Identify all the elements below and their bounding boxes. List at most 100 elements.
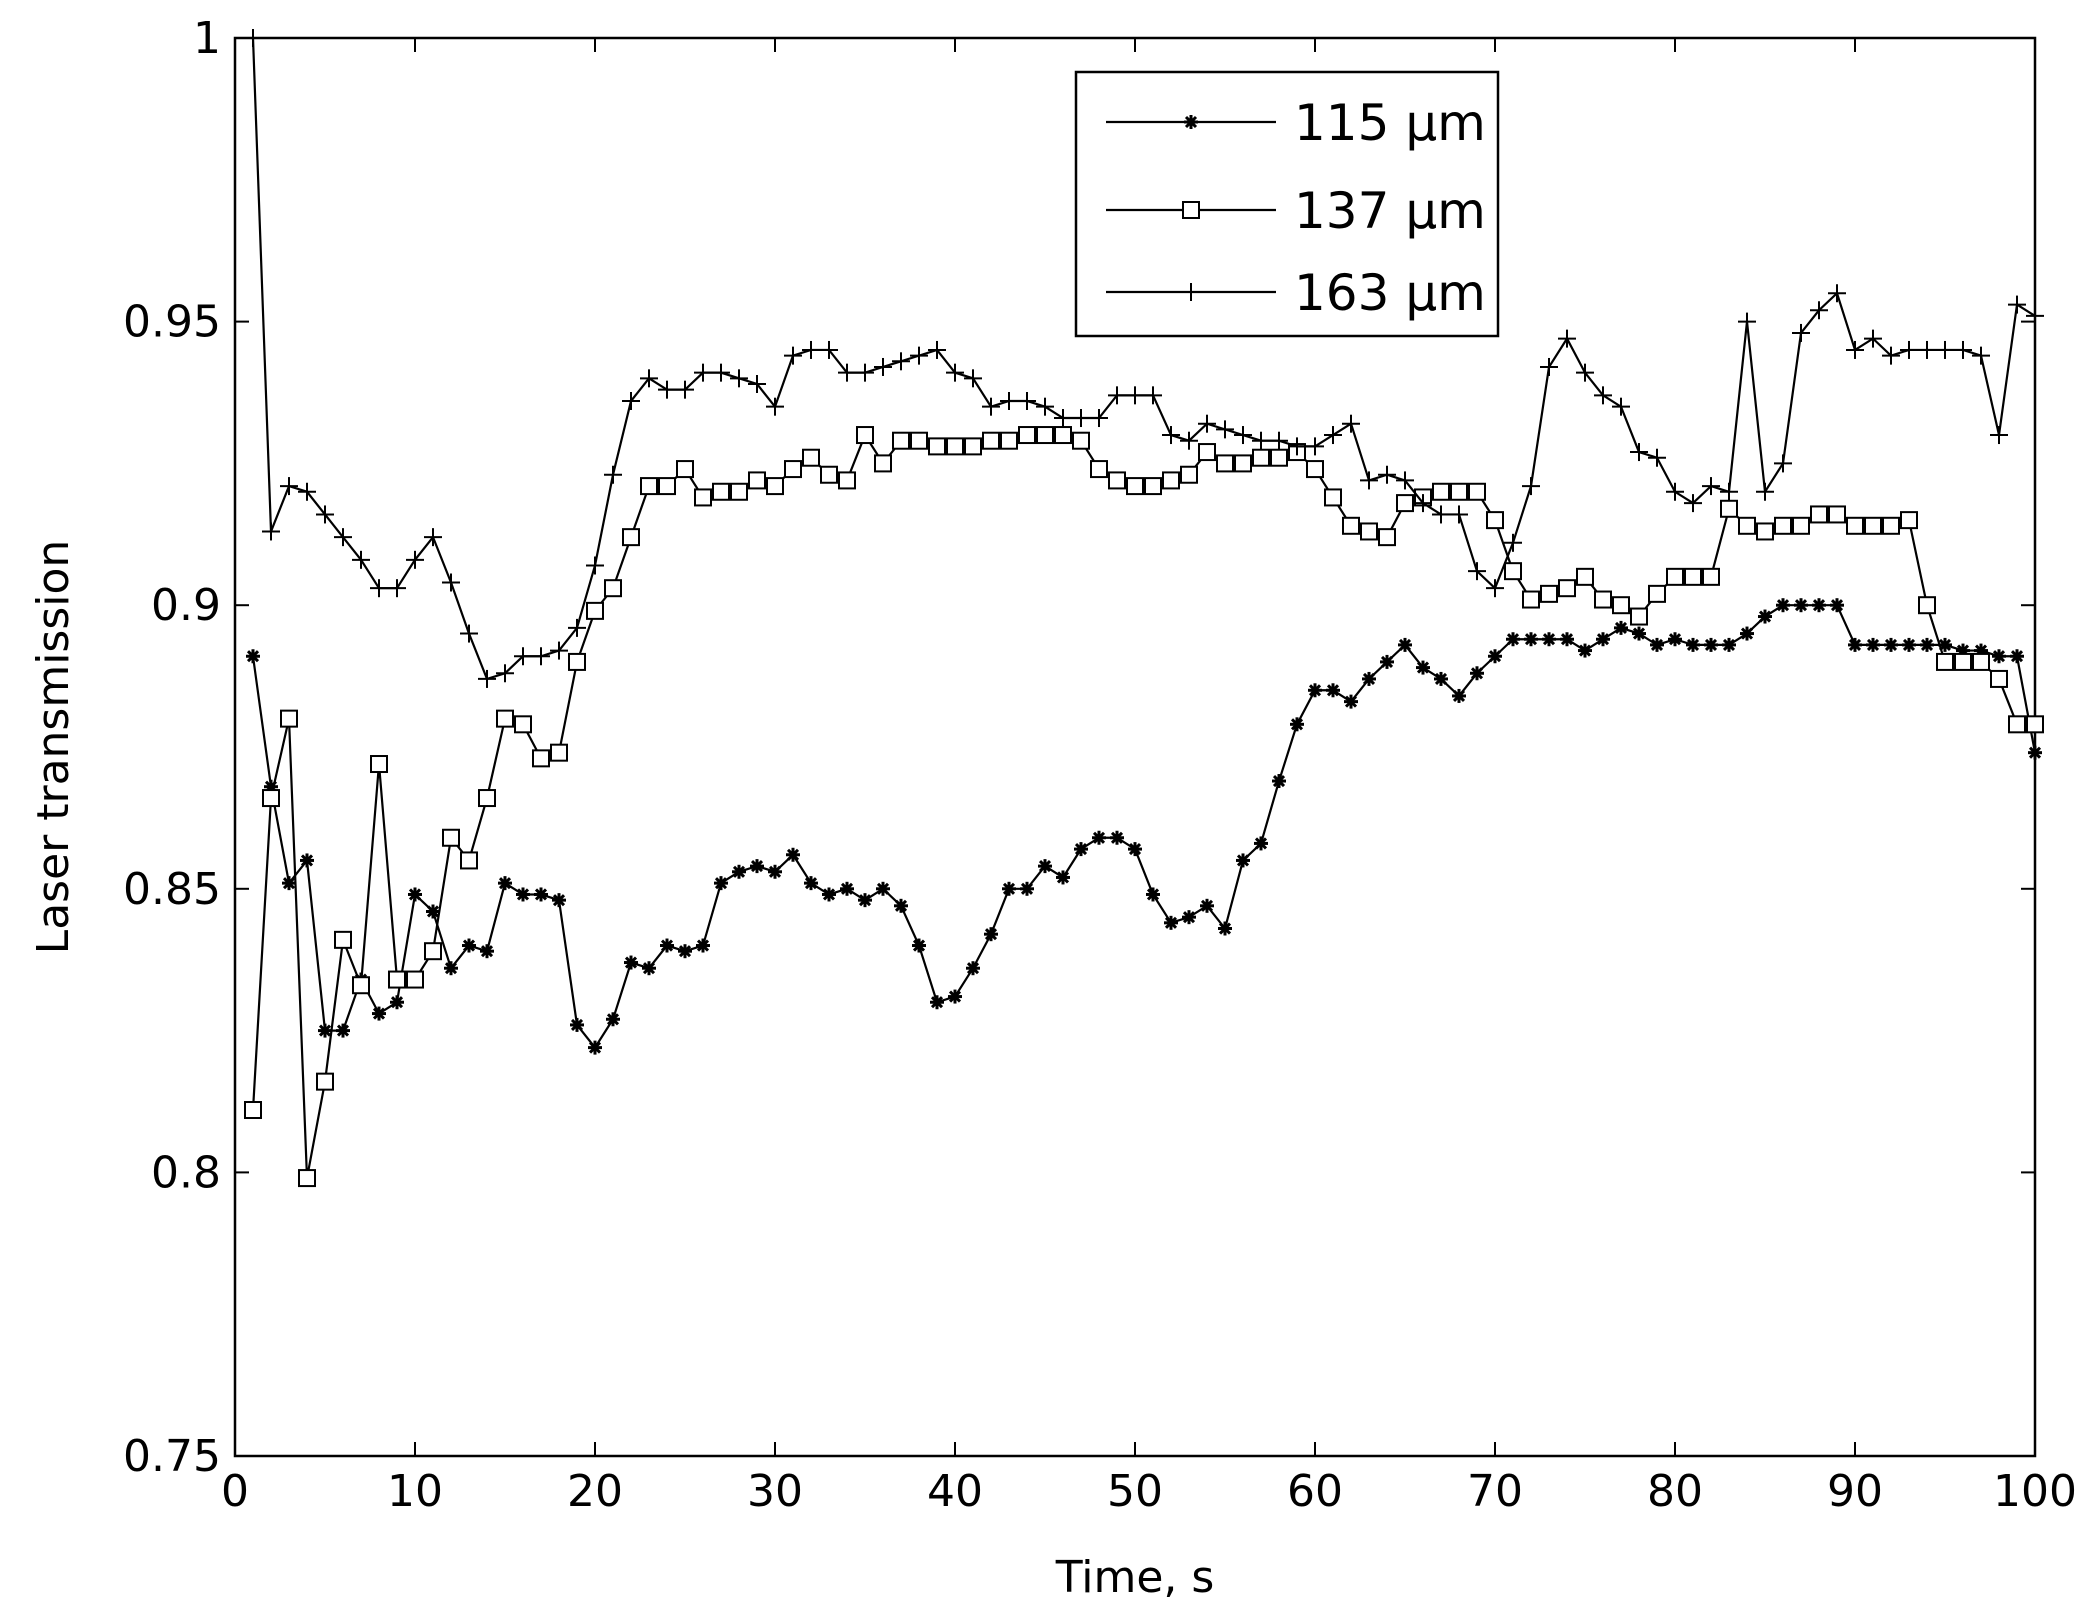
data-point-square	[1774, 516, 1792, 535]
data-point-square	[1612, 596, 1630, 615]
data-point-star	[1020, 881, 1034, 896]
data-point-star	[1650, 637, 1664, 652]
data-point-plus	[1288, 437, 1306, 456]
data-point-plus	[892, 352, 910, 371]
data-point-plus	[1702, 477, 1720, 496]
data-point-square	[514, 715, 532, 734]
data-point-plus	[1324, 426, 1342, 445]
data-point-star	[588, 1040, 602, 1055]
data-point-square	[424, 942, 442, 961]
data-point-star	[1578, 643, 1592, 658]
data-point-plus	[478, 669, 496, 688]
data-point-star	[1002, 881, 1016, 896]
data-point-star	[1776, 598, 1790, 613]
data-point-square	[1306, 460, 1324, 479]
data-point-plus	[1918, 340, 1936, 359]
data-point-plus	[244, 29, 262, 47]
data-point-plus	[982, 397, 1000, 416]
data-point-square	[820, 465, 838, 484]
x-tick-label: 70	[1467, 1466, 1523, 1517]
data-point-star	[1884, 637, 1898, 652]
data-point-square	[1756, 522, 1774, 541]
data-point-plus	[1000, 392, 1018, 411]
data-point-star	[1184, 115, 1198, 129]
data-point-square	[1180, 465, 1198, 484]
y-tick-label: 0.8	[151, 1147, 221, 1198]
data-point-star	[1326, 683, 1340, 698]
data-point-square	[1108, 471, 1126, 490]
data-point-star	[678, 944, 692, 959]
data-point-plus	[1630, 443, 1648, 462]
data-point-plus	[1108, 386, 1126, 405]
data-point-plus	[2008, 295, 2026, 314]
x-tick-label: 30	[747, 1466, 803, 1517]
data-point-square	[478, 789, 496, 808]
data-point-square	[298, 1169, 316, 1188]
data-point-star	[1074, 842, 1088, 857]
data-point-star	[714, 876, 728, 891]
data-point-star	[1830, 598, 1844, 613]
data-point-square	[1234, 454, 1252, 473]
data-point-star	[1038, 859, 1052, 874]
data-point-square	[1846, 516, 1864, 535]
data-point-square	[1000, 431, 1018, 450]
data-point-square	[1182, 201, 1200, 219]
data-point-plus	[856, 363, 874, 382]
data-point-plus	[1522, 477, 1540, 496]
data-point-star	[894, 898, 908, 913]
data-point-plus	[1666, 482, 1684, 501]
data-point-square	[1360, 522, 1378, 541]
data-point-square	[676, 460, 694, 479]
data-point-star	[1434, 671, 1448, 686]
data-point-plus	[1684, 494, 1702, 513]
data-point-star	[624, 955, 638, 970]
data-point-star	[1902, 637, 1916, 652]
data-point-plus	[1576, 363, 1594, 382]
y-tick-label: 1	[193, 13, 221, 64]
data-point-square	[1396, 494, 1414, 513]
x-tick-label: 80	[1647, 1466, 1703, 1517]
data-point-square	[694, 488, 712, 507]
legend: 115 µm 137 µm 163 µm	[1074, 70, 1500, 338]
data-point-star	[336, 1023, 350, 1038]
data-point-square	[874, 454, 892, 473]
data-point-star	[1146, 887, 1160, 902]
data-point-plus	[460, 624, 478, 643]
x-tick-label: 100	[1993, 1466, 2077, 1517]
data-point-plus	[1558, 329, 1576, 348]
data-point-star	[1362, 671, 1376, 686]
data-point-plus	[1882, 346, 1900, 365]
data-point-square	[658, 477, 676, 496]
data-point-plus	[1360, 471, 1378, 490]
data-point-plus	[1810, 301, 1828, 320]
data-point-star	[876, 881, 890, 896]
data-point-star	[840, 881, 854, 896]
data-point-star	[1218, 921, 1232, 936]
series-plus	[244, 29, 2044, 688]
data-point-plus	[1864, 329, 1882, 348]
data-point-plus	[1126, 386, 1144, 405]
data-point-plus	[1846, 340, 1864, 359]
data-point-square	[568, 652, 586, 671]
data-point-plus	[1396, 471, 1414, 490]
data-point-plus	[1720, 482, 1738, 501]
x-tick-label: 10	[387, 1466, 443, 1517]
tick-labels: 0 10 20 30 40 50 60 70 80 90 100 0.75 0.8 0.85 0.9 0.95…	[123, 13, 2077, 1517]
data-point-plus	[1162, 426, 1180, 445]
data-point-square	[622, 528, 640, 547]
data-point-plus	[1828, 284, 1846, 303]
data-point-square	[1882, 516, 1900, 535]
data-point-star	[858, 893, 872, 908]
data-point-square	[2008, 715, 2026, 734]
data-point-square	[1018, 426, 1036, 445]
data-point-star	[1668, 632, 1682, 647]
data-point-star	[1596, 632, 1610, 647]
data-point-plus	[1036, 397, 1054, 416]
data-point-star	[1722, 637, 1736, 652]
y-tick-label: 0.85	[123, 864, 221, 915]
data-point-plus	[1594, 386, 1612, 405]
data-point-star	[1344, 694, 1358, 709]
data-point-square	[1126, 477, 1144, 496]
data-point-plus	[694, 363, 712, 382]
